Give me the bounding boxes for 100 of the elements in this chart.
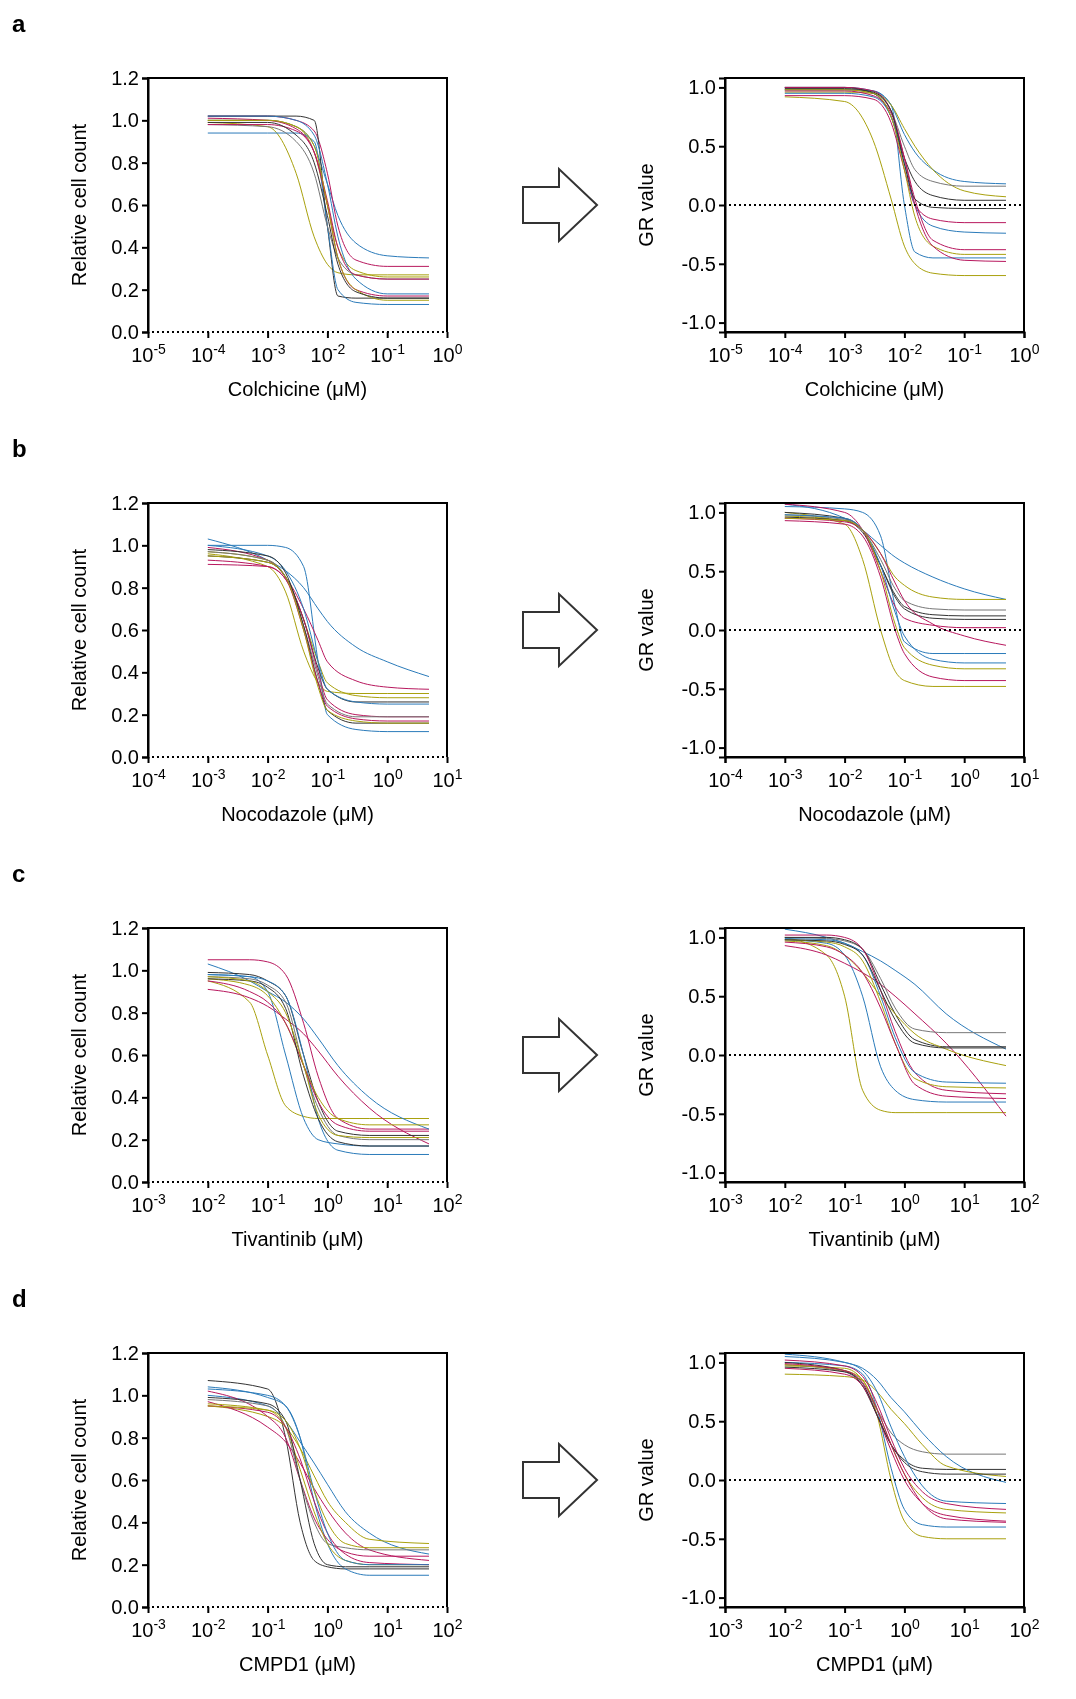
y-tick-label: -0.5 xyxy=(681,1527,716,1550)
y-tick-label: 0.6 xyxy=(111,1468,139,1491)
y-axis-title: GR value xyxy=(635,163,657,247)
x-tick-label: 10$^{-4}$ xyxy=(190,341,226,366)
y-tick-label: 0.6 xyxy=(111,618,139,641)
y-tick-label: 1.0 xyxy=(688,76,716,99)
chart-title: b xyxy=(12,435,27,462)
y-tick-label: -0.5 xyxy=(681,1102,716,1125)
x-tick-label: 10$^{0}$ xyxy=(889,1616,921,1641)
y-tick-label: -0.5 xyxy=(681,677,716,700)
y-tick-label: 1.2 xyxy=(111,66,139,89)
x-tick-label: 10$^{-1}$ xyxy=(370,341,406,366)
y-tick-label: 0.4 xyxy=(111,1511,139,1534)
y-axis-title: Relative cell count xyxy=(68,1398,90,1562)
y-tick-label: 0.5 xyxy=(688,1410,716,1433)
y-tick-label: 1.0 xyxy=(111,1384,139,1407)
y-tick-label: 0.0 xyxy=(688,1468,716,1491)
x-tick-label: 10$^{2}$ xyxy=(1009,1191,1040,1216)
x-axis-title: Colchicine (μM) xyxy=(804,378,945,400)
x-tick-label: 10$^{-3}$ xyxy=(190,766,226,791)
y-axis-title: Relative cell count xyxy=(68,973,90,1137)
y-tick-label: 1.0 xyxy=(688,1351,716,1374)
y-tick-label: 0.2 xyxy=(111,278,139,301)
x-tick-label: 10$^{1}$ xyxy=(372,1191,403,1216)
y-tick-label: -1.0 xyxy=(681,311,716,334)
x-tick-label: 10$^{-3}$ xyxy=(827,341,863,366)
x-tick-label: 10$^{0}$ xyxy=(889,1191,921,1216)
x-tick-label: 10$^{-3}$ xyxy=(131,1191,167,1216)
x-tick-label: 10$^{-4}$ xyxy=(131,766,167,791)
x-tick-label: 10$^{-2}$ xyxy=(190,1616,226,1641)
x-axis-title: Nocodazole (μM) xyxy=(221,803,374,825)
x-tick-label: 10$^{-4}$ xyxy=(767,341,803,366)
y-tick-label: 0.6 xyxy=(111,193,139,216)
x-tick-label: 10$^{-1}$ xyxy=(887,766,923,791)
x-tick-label: 10$^{1}$ xyxy=(949,1191,980,1216)
y-tick-label: 0.0 xyxy=(111,1595,139,1618)
y-tick-label: 0.8 xyxy=(111,151,139,174)
y-tick-label: 0.0 xyxy=(111,1170,139,1193)
x-tick-label: 10$^{-2}$ xyxy=(767,1191,803,1216)
x-tick-label: 10$^{-2}$ xyxy=(310,341,346,366)
x-tick-label: 10$^{2}$ xyxy=(432,1616,463,1641)
x-tick-label: 10$^{-2}$ xyxy=(887,341,923,366)
y-tick-label: 0.4 xyxy=(111,1086,139,1109)
y-tick-label: 0.0 xyxy=(688,193,716,216)
y-tick-label: 1.2 xyxy=(111,1341,139,1364)
y-tick-label: 0.2 xyxy=(111,1553,139,1576)
y-tick-label: 0.4 xyxy=(111,236,139,259)
x-tick-label: 10$^{1}$ xyxy=(1009,766,1040,791)
x-tick-label: 10$^{-2}$ xyxy=(250,766,286,791)
x-tick-label: 10$^{0}$ xyxy=(432,341,463,366)
y-tick-label: 1.0 xyxy=(688,926,716,949)
y-tick-label: -1.0 xyxy=(681,736,716,759)
y-tick-label: 1.2 xyxy=(111,491,139,514)
x-axis-title: CMPD1 (μM) xyxy=(815,1653,934,1675)
y-tick-label: 0.5 xyxy=(688,560,716,583)
x-axis-title: Tivantinib (μM) xyxy=(231,1228,364,1250)
x-axis-title: Nocodazole (μM) xyxy=(798,803,951,825)
x-tick-label: 10$^{-5}$ xyxy=(708,341,744,366)
y-tick-label: 0.0 xyxy=(111,320,139,343)
y-tick-label: 0.2 xyxy=(111,1128,139,1151)
x-tick-label: 10$^{2}$ xyxy=(1009,1616,1040,1641)
y-axis-title: GR value xyxy=(635,1013,657,1097)
x-tick-label: 10$^{-3}$ xyxy=(708,1191,744,1216)
y-tick-label: -0.5 xyxy=(681,252,716,275)
y-tick-label: 0.8 xyxy=(111,1426,139,1449)
x-axis-title: CMPD1 (μM) xyxy=(238,1653,357,1675)
chart-title: a xyxy=(12,10,26,37)
y-tick-label: -1.0 xyxy=(681,1161,716,1184)
x-tick-label: 10$^{-2}$ xyxy=(190,1191,226,1216)
x-tick-label: 10$^{-4}$ xyxy=(708,766,744,791)
y-tick-label: 0.8 xyxy=(111,576,139,599)
x-tick-label: 10$^{0}$ xyxy=(312,1191,344,1216)
x-tick-label: 10$^{2}$ xyxy=(432,1191,463,1216)
x-tick-label: 10$^{-1}$ xyxy=(250,1191,286,1216)
x-tick-label: 10$^{-2}$ xyxy=(767,1616,803,1641)
y-tick-label: 0.0 xyxy=(688,618,716,641)
x-tick-label: 10$^{0}$ xyxy=(372,766,403,791)
x-tick-label: 10$^{0}$ xyxy=(1009,341,1040,366)
x-tick-label: 10$^{1}$ xyxy=(949,1616,980,1641)
y-tick-label: 0.5 xyxy=(688,135,716,158)
x-axis-title: Colchicine (μM) xyxy=(227,378,368,400)
y-tick-label: -1.0 xyxy=(681,1586,716,1609)
y-tick-label: 1.0 xyxy=(111,109,139,132)
x-tick-label: 10$^{1}$ xyxy=(432,766,463,791)
chart-title: c xyxy=(12,860,26,887)
x-tick-label: 10$^{0}$ xyxy=(949,766,980,791)
x-tick-label: 10$^{-1}$ xyxy=(947,341,983,366)
x-tick-label: 10$^{-1}$ xyxy=(827,1191,863,1216)
x-tick-label: 10$^{-3}$ xyxy=(131,1616,167,1641)
y-tick-label: 0.2 xyxy=(111,703,139,726)
x-tick-label: 10$^{0}$ xyxy=(312,1616,344,1641)
y-axis-title: Relative cell count xyxy=(68,123,90,287)
y-axis-title: GR value xyxy=(635,1438,657,1522)
y-axis-title: Relative cell count xyxy=(68,548,90,712)
x-tick-label: 10$^{-3}$ xyxy=(767,766,803,791)
y-tick-label: 0.5 xyxy=(688,985,716,1008)
x-axis-title: Tivantinib (μM) xyxy=(808,1228,941,1250)
x-tick-label: 10$^{1}$ xyxy=(372,1616,403,1641)
x-tick-label: 10$^{-1}$ xyxy=(827,1616,863,1641)
x-tick-label: 10$^{-1}$ xyxy=(310,766,346,791)
